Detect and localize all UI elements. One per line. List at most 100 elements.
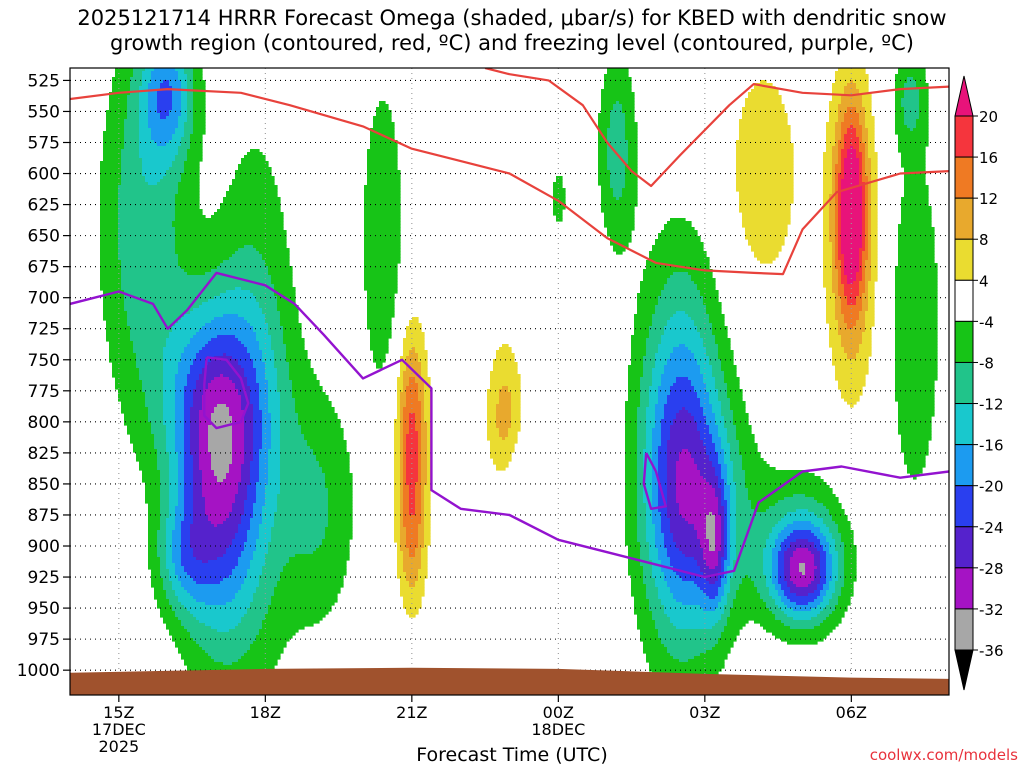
omega-cell bbox=[184, 416, 191, 420]
omega-cell bbox=[640, 401, 650, 405]
omega-cell bbox=[895, 350, 938, 354]
omega-cell bbox=[175, 641, 197, 645]
omega-cell bbox=[808, 539, 821, 543]
omega-cell bbox=[730, 455, 743, 459]
omega-cell bbox=[211, 380, 233, 384]
omega-cell bbox=[751, 248, 782, 252]
omega-cell bbox=[730, 542, 737, 546]
omega-cell bbox=[721, 410, 734, 414]
omega-cell bbox=[175, 323, 206, 327]
omega-cell bbox=[730, 611, 773, 615]
omega-cell bbox=[772, 560, 779, 564]
omega-cell bbox=[394, 494, 401, 498]
omega-cell bbox=[250, 479, 260, 483]
omega-cell bbox=[193, 95, 206, 99]
omega-cell bbox=[787, 581, 794, 585]
omega-cell bbox=[118, 395, 146, 399]
omega-cell bbox=[169, 569, 176, 573]
omega-cell bbox=[160, 560, 167, 564]
omega-cell bbox=[736, 173, 794, 177]
omega-cell bbox=[100, 245, 119, 249]
omega-cell bbox=[625, 482, 638, 486]
omega-cell bbox=[610, 125, 626, 129]
omega-cell bbox=[190, 440, 200, 444]
omega-cell bbox=[736, 530, 773, 534]
omega-cell bbox=[259, 479, 269, 483]
omega-cell bbox=[169, 470, 179, 474]
omega-cell bbox=[127, 104, 140, 108]
omega-cell bbox=[241, 584, 260, 588]
omega-cell bbox=[232, 179, 275, 183]
omega-cell bbox=[409, 419, 416, 423]
omega-cell bbox=[160, 614, 176, 618]
omega-cell bbox=[172, 584, 182, 588]
omega-cell bbox=[859, 311, 866, 315]
omega-cell bbox=[661, 641, 719, 645]
omega-cell bbox=[397, 572, 407, 576]
omega-cell bbox=[835, 125, 842, 129]
omega-cell bbox=[235, 176, 275, 180]
credit-link[interactable]: coolwx.com/models bbox=[869, 746, 1018, 764]
omega-cell bbox=[652, 479, 659, 483]
omega-cell bbox=[148, 548, 158, 552]
omega-cell bbox=[823, 200, 830, 204]
omega-cell bbox=[250, 356, 263, 360]
omega-cell bbox=[328, 509, 353, 513]
omega-cell bbox=[871, 227, 878, 231]
omega-cell bbox=[250, 149, 260, 153]
omega-cell bbox=[859, 260, 863, 264]
omega-cell bbox=[190, 134, 203, 138]
omega-cell bbox=[229, 575, 248, 579]
omega-cell bbox=[100, 272, 122, 276]
omega-cell bbox=[724, 494, 731, 498]
omega-cell bbox=[496, 407, 512, 411]
omega-cell bbox=[814, 578, 821, 582]
omega-cell bbox=[424, 494, 431, 498]
omega-cell bbox=[169, 80, 182, 84]
omega-cell bbox=[199, 305, 260, 309]
omega-cell bbox=[394, 458, 401, 462]
omega-cell bbox=[367, 161, 398, 165]
omega-cell bbox=[730, 488, 737, 492]
omega-cell bbox=[175, 413, 185, 417]
omega-cell bbox=[244, 317, 266, 321]
omega-cell bbox=[895, 281, 938, 285]
omega-cell bbox=[727, 593, 737, 597]
omega-cell bbox=[184, 122, 194, 126]
omega-cell bbox=[898, 143, 929, 147]
omega-cell bbox=[835, 170, 842, 174]
omega-cell bbox=[715, 533, 722, 537]
omega-cell bbox=[322, 539, 350, 543]
omega-cell bbox=[859, 143, 866, 147]
omega-cell bbox=[844, 260, 860, 264]
omega-cell bbox=[631, 590, 647, 594]
omega-cell bbox=[727, 530, 731, 534]
omega-cell bbox=[247, 611, 269, 615]
omega-cell bbox=[325, 533, 353, 537]
omega-cell bbox=[271, 599, 338, 603]
omega-cell bbox=[826, 134, 836, 138]
omega-cell bbox=[844, 572, 857, 576]
omega-cell bbox=[262, 425, 272, 429]
omega-cell bbox=[640, 548, 650, 552]
omega-cell bbox=[511, 401, 521, 405]
omega-cell bbox=[724, 611, 731, 615]
omega-cell bbox=[832, 89, 845, 93]
omega-cell bbox=[403, 425, 410, 429]
omega-cell bbox=[184, 392, 194, 396]
omega-cell bbox=[259, 470, 269, 474]
omega-cell bbox=[865, 290, 869, 294]
omega-cell bbox=[823, 236, 830, 240]
omega-cell bbox=[640, 542, 650, 546]
omega-cell bbox=[172, 560, 182, 564]
omega-cell bbox=[424, 539, 431, 543]
omega-cell bbox=[145, 497, 161, 501]
omega-cell bbox=[856, 131, 863, 135]
omega-cell bbox=[895, 344, 938, 348]
omega-cell bbox=[277, 299, 296, 303]
omega-cell bbox=[652, 428, 662, 432]
omega-cell bbox=[832, 275, 839, 279]
omega-cell bbox=[289, 362, 311, 366]
omega-cell bbox=[406, 575, 419, 579]
omega-cell bbox=[199, 446, 209, 450]
